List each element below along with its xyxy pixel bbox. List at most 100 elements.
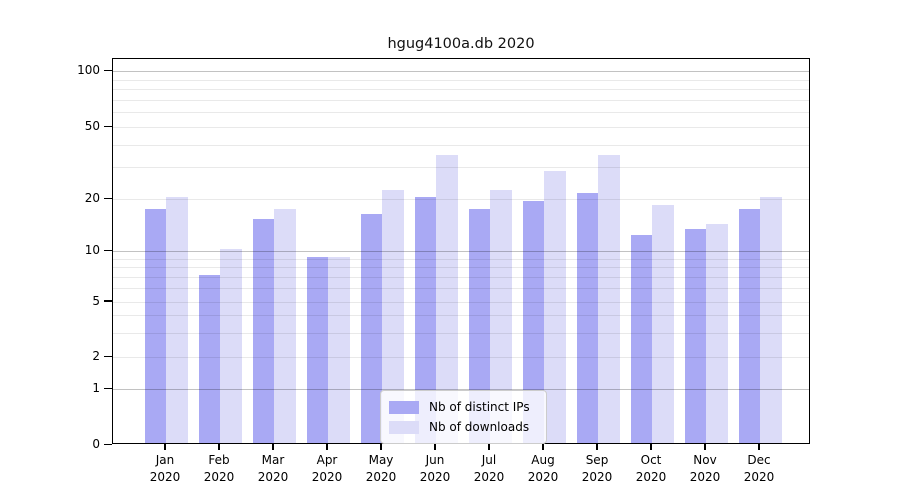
y-tick-10: [104, 249, 112, 251]
y-tick-label-100: 100: [77, 63, 100, 77]
bar-sep-downloads: [598, 155, 620, 443]
x-tick-label-aug: Aug 2020: [513, 452, 573, 485]
x-label-month-feb: Feb: [208, 453, 230, 467]
gridline-minor-40: [113, 144, 809, 146]
bar-jun-downloads: [436, 155, 458, 443]
gridline-minor-90: [113, 79, 809, 81]
x-label-year-mar: 2020: [257, 469, 289, 484]
bar-nov-distinct-ips: [684, 229, 706, 443]
x-label-month-nov: Nov: [693, 453, 717, 467]
y-tick-20: [104, 197, 112, 199]
bar-mar-downloads: [274, 209, 296, 443]
bar-jul-downloads: [490, 189, 512, 443]
plot-area: Nb of distinct IPs Nb of downloads: [112, 58, 810, 444]
y-tick-label-0: 0: [92, 437, 100, 451]
x-tick-dec: [758, 444, 760, 450]
x-label-year-jul: 2020: [473, 469, 505, 484]
legend-swatch-distinct-ips-icon: [389, 400, 419, 414]
gridline-minor-50: [113, 127, 809, 129]
bar-mar-distinct-ips: [252, 218, 274, 443]
x-label-year-nov: 2020: [689, 469, 721, 484]
y-tick-50: [104, 125, 112, 128]
legend-entry-downloads: Nb of downloads: [389, 417, 536, 437]
bar-feb-downloads: [220, 249, 242, 443]
legend-label-downloads: Nb of downloads: [429, 420, 530, 434]
x-tick-sep: [596, 444, 598, 450]
x-tick-jun: [434, 444, 436, 450]
y-tick-label-2: 2: [92, 349, 100, 363]
x-label-year-aug: 2020: [527, 469, 559, 484]
y-tick-label-50: 50: [84, 119, 100, 134]
bar-dec-distinct-ips: [738, 209, 760, 443]
y-tick-label-10: 10: [84, 243, 100, 257]
x-tick-feb: [218, 444, 220, 450]
bar-oct-downloads: [652, 204, 674, 443]
x-label-year-feb: 2020: [203, 469, 235, 484]
y-tick-5: [104, 300, 112, 302]
gridline-major-100: [113, 70, 809, 72]
x-tick-label-mar: Mar 2020: [243, 452, 303, 485]
chart-title: hgug4100a.db 2020: [387, 36, 535, 52]
x-label-month-apr: Apr: [316, 453, 338, 467]
x-tick-label-nov: Nov 2020: [675, 452, 735, 485]
x-tick-may: [380, 444, 382, 450]
x-label-year-apr: 2020: [311, 469, 343, 484]
x-label-month-aug: Aug: [531, 453, 555, 467]
gridline-minor-20: [113, 199, 809, 200]
x-tick-jan: [164, 444, 166, 450]
gridline-minor-60: [113, 112, 809, 114]
bar-jun-distinct-ips: [414, 197, 436, 443]
gridline-minor-30: [113, 167, 809, 169]
x-label-month-oct: Oct: [640, 453, 662, 467]
x-label-month-sep: Sep: [585, 453, 609, 467]
x-label-month-mar: Mar: [261, 453, 285, 467]
x-tick-aug: [542, 444, 544, 450]
x-label-month-jul: Jul: [481, 453, 497, 467]
bar-aug-distinct-ips: [522, 200, 544, 443]
legend: Nb of distinct IPs Nb of downloads: [380, 390, 547, 444]
bar-sep-distinct-ips: [576, 193, 598, 443]
legend-entry-distinct-ips: Nb of distinct IPs: [389, 397, 536, 417]
x-tick-mar: [272, 444, 274, 450]
x-tick-label-oct: Oct 2020: [621, 452, 681, 485]
bar-dec-downloads: [760, 197, 782, 443]
x-label-month-may: May: [368, 453, 394, 467]
x-tick-jul: [488, 444, 490, 450]
x-label-month-jan: Jan: [155, 453, 175, 467]
bar-jan-downloads: [166, 197, 188, 443]
y-tick-2: [104, 355, 112, 357]
x-label-year-dec: 2020: [743, 469, 775, 484]
x-tick-nov: [704, 444, 706, 450]
gridline-minor-70: [113, 99, 809, 101]
bar-apr-distinct-ips: [306, 256, 328, 443]
gridline-minor-80: [113, 89, 809, 91]
x-tick-apr: [326, 444, 328, 450]
x-label-year-oct: 2020: [635, 469, 667, 484]
bar-may-distinct-ips: [360, 213, 382, 443]
x-tick-label-jun: Jun 2020: [405, 452, 465, 485]
y-tick-0: [104, 443, 112, 445]
bar-apr-downloads: [328, 256, 350, 443]
legend-label-distinct-ips: Nb of distinct IPs: [429, 400, 530, 414]
y-tick-label-5: 5: [92, 293, 100, 308]
x-label-month-jun: Jun: [425, 453, 445, 467]
x-tick-label-may: May 2020: [351, 452, 411, 485]
bar-oct-distinct-ips: [630, 235, 652, 443]
x-label-year-jun: 2020: [419, 469, 451, 484]
x-label-year-jan: 2020: [149, 469, 181, 484]
bar-nov-downloads: [706, 223, 728, 443]
x-label-year-may: 2020: [365, 469, 397, 484]
legend-swatch-downloads-icon: [389, 420, 419, 434]
bar-jan-distinct-ips: [144, 209, 166, 443]
x-tick-label-apr: Apr 2020: [297, 452, 357, 485]
bar-jul-distinct-ips: [468, 209, 490, 443]
x-tick-label-feb: Feb 2020: [189, 452, 249, 485]
bar-aug-downloads: [544, 170, 566, 443]
bar-may-downloads: [382, 189, 404, 443]
y-tick-label-1: 1: [92, 381, 100, 395]
bar-feb-distinct-ips: [198, 275, 220, 443]
x-tick-oct: [650, 444, 652, 450]
y-tick-100: [104, 69, 112, 71]
x-label-month-dec: Dec: [747, 453, 771, 467]
